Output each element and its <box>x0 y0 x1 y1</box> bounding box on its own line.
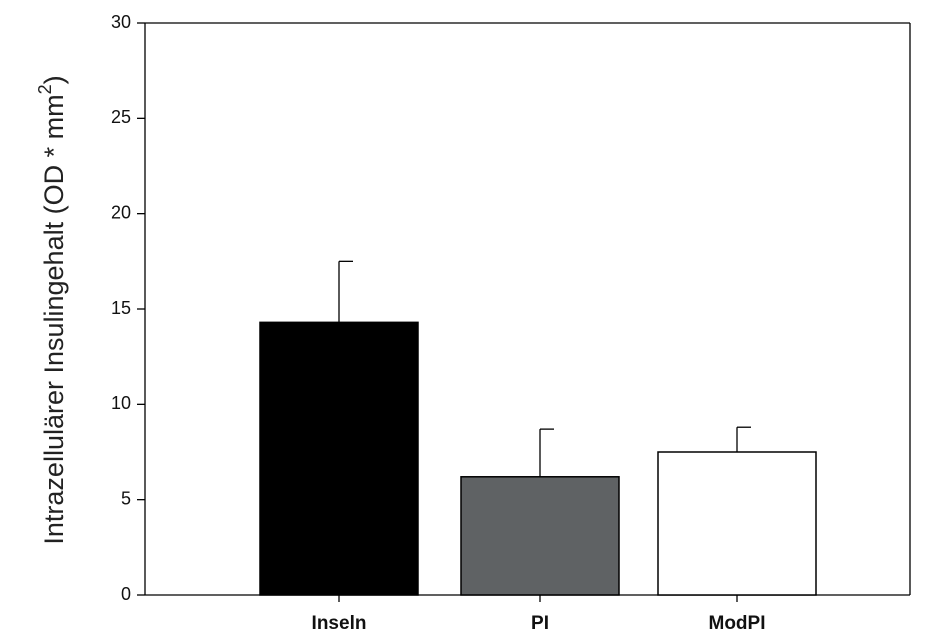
y-tick-label: 10 <box>111 393 131 413</box>
bar-modpi <box>657 451 817 596</box>
y-axis-label-suffix: ) <box>39 75 69 84</box>
y-axis-label-text: Intrazellulärer Insulingehalt (OD * mm2) <box>35 75 69 544</box>
y-tick-label: 5 <box>121 488 131 508</box>
y-tick-label: 0 <box>121 584 131 604</box>
bar-pi <box>460 476 620 596</box>
y-tick-label: 20 <box>111 202 131 222</box>
bar-inseln <box>259 321 419 596</box>
y-tick-label: 30 <box>111 12 131 32</box>
y-tick-label: 15 <box>111 298 131 318</box>
x-tick-label-modpi: ModPI <box>709 613 766 634</box>
x-tick-label-pi: PI <box>531 613 549 634</box>
y-axis-label: Intrazellulärer Insulingehalt (OD * mm2) <box>35 75 69 544</box>
x-tick-label-inseln: Inseln <box>312 613 367 634</box>
y-axis-label-main: Intrazellulärer Insulingehalt (OD * mm <box>39 94 69 544</box>
plot-area: 0 5 10 15 20 25 30 Inseln PI ModPI <box>111 12 911 634</box>
y-tick-label: 25 <box>111 107 131 127</box>
y-axis-label-superscript: 2 <box>35 84 55 94</box>
